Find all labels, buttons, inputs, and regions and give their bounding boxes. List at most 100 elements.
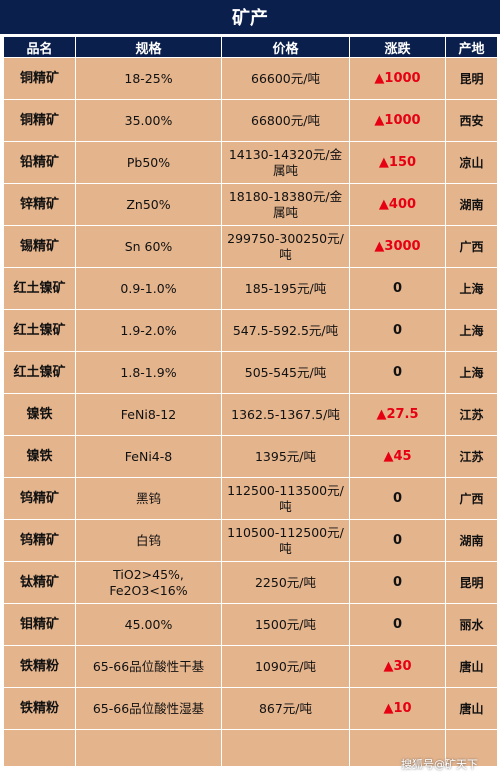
change-cell: 0 <box>349 561 446 604</box>
empty-cell <box>3 729 76 767</box>
origin-cell: 丽水 <box>445 603 498 646</box>
change-cell: ▲30 <box>349 645 446 688</box>
spec-cell: 0.9-1.0% <box>75 267 222 310</box>
product-name-cell: 红土镍矿 <box>3 351 76 394</box>
price-cell: 1090元/吨 <box>221 645 350 688</box>
change-cell: 0 <box>349 477 446 520</box>
price-cell: 14130-14320元/金属吨 <box>221 141 350 184</box>
table-row: 钛精矿 TiO2>45%, Fe2O3<16% 2250元/吨 0 昆明 <box>3 561 498 604</box>
origin-cell: 上海 <box>445 267 498 310</box>
spec-cell: 1.9-2.0% <box>75 309 222 352</box>
header-name: 品名 <box>3 36 76 58</box>
spec-cell: 65-66品位酸性湿基 <box>75 687 222 730</box>
price-cell: 505-545元/吨 <box>221 351 350 394</box>
change-cell: ▲27.5 <box>349 393 446 436</box>
watermark: 搜狐号@矿天下 <box>401 758 478 771</box>
spec-cell: Sn 60% <box>75 225 222 268</box>
price-cell: 2250元/吨 <box>221 561 350 604</box>
empty-row <box>3 729 498 767</box>
header-price: 价格 <box>221 36 350 58</box>
change-cell: ▲150 <box>349 141 446 184</box>
product-name-cell: 钨精矿 <box>3 477 76 520</box>
header-change: 涨跌 <box>349 36 446 58</box>
product-name-cell: 钨精矿 <box>3 519 76 562</box>
table-row: 镍铁 FeNi8-12 1362.5-1367.5/吨 ▲27.5 江苏 <box>3 393 498 436</box>
spec-cell: FeNi4-8 <box>75 435 222 478</box>
product-name-cell: 锌精矿 <box>3 183 76 226</box>
price-cell: 1395元/吨 <box>221 435 350 478</box>
price-cell: 1500元/吨 <box>221 603 350 646</box>
product-name-cell: 铁精粉 <box>3 645 76 688</box>
price-cell: 66600元/吨 <box>221 57 350 100</box>
origin-cell: 江苏 <box>445 435 498 478</box>
price-cell: 110500-112500元/吨 <box>221 519 350 562</box>
table-header-row: 品名 规格 价格 涨跌 产地 <box>3 36 498 58</box>
table-row: 铁精粉 65-66品位酸性湿基 867元/吨 ▲10 唐山 <box>3 687 498 730</box>
product-name-cell: 锡精矿 <box>3 225 76 268</box>
table-row: 锡精矿 Sn 60% 299750-300250元/吨 ▲3000 广西 <box>3 225 498 268</box>
page-title: 矿产 <box>0 0 500 36</box>
price-cell: 1362.5-1367.5/吨 <box>221 393 350 436</box>
price-table: 品名 规格 价格 涨跌 产地 铜精矿 18-25% 66600元/吨 ▲1000 昆明铜… <box>3 36 498 767</box>
product-name-cell: 镍铁 <box>3 393 76 436</box>
spec-cell: 45.00% <box>75 603 222 646</box>
change-cell: 0 <box>349 519 446 562</box>
header-spec: 规格 <box>75 36 222 58</box>
product-name-cell: 铜精矿 <box>3 57 76 100</box>
header-origin: 产地 <box>445 36 498 58</box>
table-row: 红土镍矿 1.9-2.0% 547.5-592.5元/吨 0 上海 <box>3 309 498 352</box>
change-cell: 0 <box>349 603 446 646</box>
price-cell: 66800元/吨 <box>221 99 350 142</box>
spec-cell: TiO2>45%, Fe2O3<16% <box>75 561 222 604</box>
table-row: 铜精矿 18-25% 66600元/吨 ▲1000 昆明 <box>3 57 498 100</box>
table-row: 红土镍矿 1.8-1.9% 505-545元/吨 0 上海 <box>3 351 498 394</box>
origin-cell: 湖南 <box>445 183 498 226</box>
price-cell: 185-195元/吨 <box>221 267 350 310</box>
origin-cell: 湖南 <box>445 519 498 562</box>
price-cell: 299750-300250元/吨 <box>221 225 350 268</box>
empty-cell <box>75 729 222 767</box>
price-cell: 112500-113500元/吨 <box>221 477 350 520</box>
product-name-cell: 红土镍矿 <box>3 267 76 310</box>
origin-cell: 江苏 <box>445 393 498 436</box>
product-name-cell: 红土镍矿 <box>3 309 76 352</box>
spec-cell: Pb50% <box>75 141 222 184</box>
table-row: 铁精粉 65-66品位酸性干基 1090元/吨 ▲30 唐山 <box>3 645 498 688</box>
origin-cell: 唐山 <box>445 687 498 730</box>
change-cell: ▲3000 <box>349 225 446 268</box>
table-row: 镍铁 FeNi4-8 1395元/吨 ▲45 江苏 <box>3 435 498 478</box>
table-row: 钼精矿 45.00% 1500元/吨 0 丽水 <box>3 603 498 646</box>
spec-cell: 35.00% <box>75 99 222 142</box>
change-cell: ▲10 <box>349 687 446 730</box>
origin-cell: 唐山 <box>445 645 498 688</box>
table-row: 钨精矿 白钨 110500-112500元/吨 0 湖南 <box>3 519 498 562</box>
change-cell: 0 <box>349 351 446 394</box>
price-cell: 867元/吨 <box>221 687 350 730</box>
spec-cell: 黑钨 <box>75 477 222 520</box>
origin-cell: 昆明 <box>445 57 498 100</box>
product-name-cell: 铜精矿 <box>3 99 76 142</box>
origin-cell: 上海 <box>445 309 498 352</box>
spec-cell: 65-66品位酸性干基 <box>75 645 222 688</box>
empty-cell <box>221 729 350 767</box>
change-cell: 0 <box>349 309 446 352</box>
price-cell: 18180-18380元/金属吨 <box>221 183 350 226</box>
spec-cell: Zn50% <box>75 183 222 226</box>
origin-cell: 西安 <box>445 99 498 142</box>
change-cell: ▲45 <box>349 435 446 478</box>
origin-cell: 广西 <box>445 225 498 268</box>
table-row: 铜精矿 35.00% 66800元/吨 ▲1000 西安 <box>3 99 498 142</box>
table-row: 锌精矿 Zn50% 18180-18380元/金属吨 ▲400 湖南 <box>3 183 498 226</box>
table-row: 钨精矿 黑钨 112500-113500元/吨 0 广西 <box>3 477 498 520</box>
origin-cell: 广西 <box>445 477 498 520</box>
spec-cell: 白钨 <box>75 519 222 562</box>
product-name-cell: 钼精矿 <box>3 603 76 646</box>
origin-cell: 上海 <box>445 351 498 394</box>
origin-cell: 昆明 <box>445 561 498 604</box>
empty-cell <box>349 729 446 767</box>
table-row: 铅精矿 Pb50% 14130-14320元/金属吨 ▲150 凉山 <box>3 141 498 184</box>
product-name-cell: 铅精矿 <box>3 141 76 184</box>
change-cell: 0 <box>349 267 446 310</box>
price-cell: 547.5-592.5元/吨 <box>221 309 350 352</box>
